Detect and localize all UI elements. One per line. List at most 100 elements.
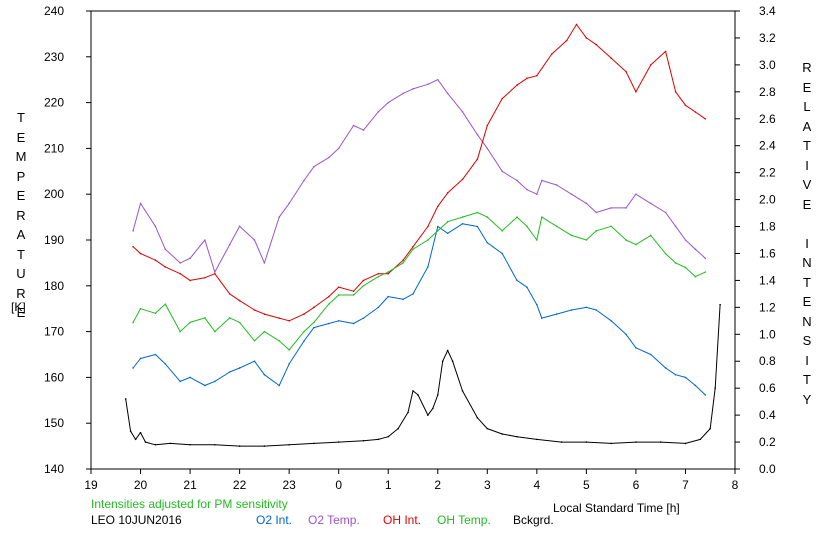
data-point-o2-temp: [436, 78, 439, 81]
axis-label-letter: A: [802, 118, 812, 134]
legend-o2-int: O2 Int.: [256, 513, 293, 527]
legend-bckgrd: Bckgrd.: [513, 513, 554, 527]
data-point-oh-temp: [516, 216, 518, 218]
data-point-oh-int: [446, 192, 449, 194]
data-point-oh-int: [704, 117, 707, 120]
axis-label-letter: E: [16, 188, 26, 203]
axis-label-letter: N: [802, 313, 812, 329]
y-left-tick-label: 190: [44, 233, 64, 247]
data-point-oh-temp: [154, 312, 157, 315]
axis-label-letter: E: [16, 305, 26, 320]
data-point-bckgrd: [476, 417, 479, 419]
data-point-oh-int: [228, 293, 231, 295]
data-point-oh-temp: [189, 321, 191, 324]
data-point-oh-int: [337, 286, 340, 288]
data-point-oh-int: [516, 84, 518, 86]
data-point-oh-temp: [139, 307, 142, 310]
series-line-bckgrd: [125, 304, 721, 447]
x-axis-label: Local Standard Time [h]: [553, 501, 680, 515]
series-oh-int: [132, 23, 707, 322]
data-point-oh-int: [526, 77, 528, 80]
y-right-tick-label: 2.6: [759, 112, 776, 126]
y-right-tick-label: 2.4: [759, 139, 776, 153]
data-point-oh-temp: [303, 330, 305, 333]
data-point-o2-int: [555, 313, 558, 315]
y-right-tick-label: 2.0: [759, 193, 776, 207]
y-right-tick-label: 0.2: [759, 435, 776, 449]
axis-label-letter: U: [16, 266, 26, 281]
series-line-o2-temp: [132, 79, 706, 273]
y-right-tick-label: 2.8: [759, 85, 776, 99]
sensitivity-note: Intensities adjusted for PM sensitivity: [91, 497, 288, 511]
data-point-bckgrd: [635, 441, 637, 443]
data-point-o2-temp: [649, 202, 652, 205]
data-point-o2-temp: [402, 92, 404, 95]
axis-label-letter: T: [17, 246, 25, 262]
data-point-o2-temp: [288, 202, 290, 205]
station-label: LEO 10JUN2016: [91, 513, 182, 527]
x-tick-label: 23: [282, 478, 296, 492]
data-point-bckgrd: [451, 360, 454, 363]
data-point-o2-temp: [412, 88, 414, 90]
data-point-o2-int: [674, 373, 677, 376]
y-right-tick-label: 1.6: [759, 246, 776, 260]
data-point-oh-temp: [446, 220, 449, 223]
y-left-tick-label: 170: [44, 325, 64, 339]
data-point-oh-int: [327, 295, 330, 298]
y-left-tick-label: 200: [44, 187, 64, 201]
series-bckgrd: [124, 303, 721, 447]
data-point-oh-int: [565, 39, 568, 42]
data-point-o2-temp: [541, 179, 543, 182]
data-point-bckgrd: [313, 442, 315, 445]
data-point-oh-int: [585, 37, 588, 39]
data-point-bckgrd: [377, 438, 380, 441]
x-tick-label: 1: [385, 478, 392, 492]
y-axis-left: 140 150 160 170 180 190 200 210 220 230 240: [44, 4, 91, 476]
data-point-oh-int: [278, 317, 281, 319]
data-point-bckgrd: [714, 387, 716, 389]
data-point-o2-temp: [694, 248, 697, 250]
data-point-bckgrd: [129, 430, 132, 433]
data-point-oh-int: [610, 57, 612, 59]
data-point-oh-int: [189, 279, 191, 282]
data-point-o2-int: [684, 376, 687, 379]
data-point-oh-temp: [352, 294, 355, 296]
x-tick-label: 7: [682, 478, 689, 492]
data-point-oh-int: [204, 276, 206, 279]
data-point-o2-int: [476, 225, 479, 228]
data-point-bckgrd: [169, 442, 172, 445]
x-tick-label: 0: [335, 478, 342, 492]
data-point-oh-temp: [694, 275, 697, 278]
data-point-bckgrd: [397, 427, 399, 430]
data-point-oh-int: [550, 53, 553, 55]
data-point-oh-int: [664, 50, 667, 53]
axis-label-letter: E: [802, 79, 812, 95]
data-point-oh-temp: [164, 303, 167, 305]
axis-label-letter: S: [802, 333, 812, 348]
x-tick-label: 8: [732, 478, 739, 492]
data-point-o2-int: [694, 384, 697, 387]
data-point-oh-temp: [486, 216, 489, 218]
data-point-o2-temp: [362, 129, 365, 131]
data-point-o2-temp: [214, 271, 216, 273]
data-point-oh-temp: [327, 303, 330, 305]
data-point-o2-temp: [139, 202, 142, 205]
x-axis: 19 20 21 22 23 0 1 2 3 4 5 6 7 8: [84, 469, 739, 492]
data-point-oh-int: [694, 111, 697, 113]
x-tick-label: 2: [434, 478, 441, 492]
data-point-oh-temp: [278, 339, 281, 342]
y-right-tick-label: 2.2: [759, 166, 776, 180]
data-point-oh-int: [575, 23, 578, 26]
data-point-o2-temp: [327, 156, 330, 159]
axis-label-letter: N: [802, 255, 812, 270]
data-point-oh-temp: [337, 294, 340, 296]
data-point-oh-int: [536, 74, 538, 77]
axis-label-letter: Y: [802, 391, 812, 407]
data-point-bckgrd: [288, 443, 290, 446]
data-point-bckgrd: [585, 441, 588, 443]
data-point-o2-temp: [461, 110, 464, 113]
data-point-o2-temp: [253, 239, 256, 241]
data-point-o2-int: [412, 293, 414, 295]
x-tick-label: 19: [84, 478, 98, 492]
